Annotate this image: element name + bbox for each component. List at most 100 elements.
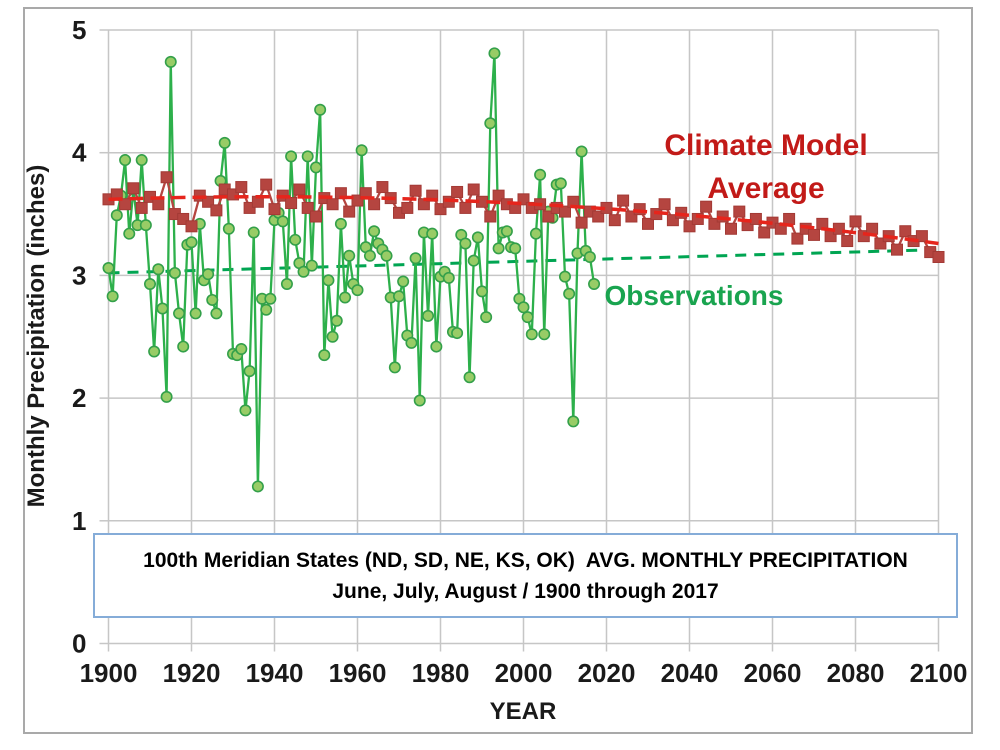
climate-model-series-marker <box>368 198 381 211</box>
climate-model-series-marker <box>932 250 945 263</box>
observations-series-marker <box>309 161 322 174</box>
climate-model-series-marker <box>559 205 571 218</box>
climate-model-series-marker <box>849 215 862 228</box>
observations-series-marker <box>529 227 542 240</box>
observations-series-marker <box>301 150 314 163</box>
climate-model-series-marker <box>642 217 654 230</box>
observations-series-marker <box>471 231 484 244</box>
observations-series-marker <box>276 215 289 228</box>
climate-model-series-marker <box>202 195 215 208</box>
observations-series-marker <box>202 268 215 281</box>
observations-series-marker <box>280 277 293 290</box>
observations-series-marker <box>334 217 347 230</box>
x-tick-label: 1960 <box>329 658 387 688</box>
observations-series-marker <box>405 336 418 349</box>
climate-model-series-marker <box>517 193 530 206</box>
x-tick-label: 2060 <box>744 658 802 688</box>
observations-series-marker <box>567 415 580 428</box>
climate-model-series-marker <box>376 181 389 194</box>
observations-series-marker <box>152 263 165 276</box>
observations-series-marker <box>492 242 505 255</box>
x-tick-label: 2000 <box>495 658 553 688</box>
observations-series-marker <box>318 349 331 362</box>
x-tick-label: 1900 <box>80 658 138 688</box>
observations-series-marker <box>251 480 264 493</box>
climate-model-series-marker <box>658 198 671 211</box>
climate-model-series-marker <box>608 214 621 227</box>
observations-series-marker <box>177 340 190 353</box>
climate-model-series-marker <box>127 182 140 195</box>
climate-model-series-marker <box>733 205 746 218</box>
observations-series-marker <box>326 330 339 343</box>
climate-model-average-label: Climate Model Average <box>664 124 867 210</box>
observations-series-marker <box>247 226 260 239</box>
observations-series-marker <box>484 117 497 130</box>
observations-series-marker <box>160 390 173 403</box>
observations-series-marker <box>260 303 273 316</box>
observations-series-marker <box>106 290 119 303</box>
climate-model-label-line1: Climate Model <box>664 129 868 162</box>
observations-series-marker <box>148 345 161 358</box>
observations-series-marker <box>426 227 439 240</box>
observations-series-marker <box>409 252 422 265</box>
climate-model-series-marker <box>874 237 887 250</box>
observations-series-marker <box>558 270 571 283</box>
climate-model-series-marker <box>235 181 248 194</box>
climate-model-series-marker <box>758 226 771 239</box>
caption-line-1: 100th Meridian States (ND, SD, NE, KS, O… <box>143 548 908 572</box>
climate-model-series-marker <box>185 220 198 233</box>
observations-series-marker <box>168 266 181 279</box>
observations-series-marker <box>388 361 401 374</box>
climate-model-series-marker <box>783 212 796 225</box>
caption-box: 100th Meridian States (ND, SD, NE, KS, O… <box>93 533 958 618</box>
observations-series-marker <box>156 302 169 315</box>
observations-series-marker <box>102 262 115 275</box>
x-axis-title: YEAR <box>489 698 557 725</box>
observations-series-marker <box>206 293 219 306</box>
y-tick-label: 3 <box>72 260 86 290</box>
y-tick-label: 4 <box>72 138 87 168</box>
observations-series-marker <box>413 394 426 407</box>
observations-series-line <box>107 53 596 487</box>
observations-series-marker <box>422 309 435 322</box>
observations-series-marker <box>521 311 534 324</box>
observations-label: Observations <box>604 280 784 311</box>
climate-model-series-marker <box>260 178 273 191</box>
observations-series-marker <box>392 290 405 303</box>
observations-series-marker <box>235 343 248 356</box>
climate-model-series-marker <box>791 232 804 245</box>
observations-series-marker <box>123 227 136 240</box>
climate-model-series-marker <box>484 210 497 223</box>
caption-line-2: June, July, August / 1900 through 2017 <box>332 579 719 603</box>
observations-series-marker <box>525 328 538 341</box>
observations-series-marker <box>185 236 198 249</box>
observations-series-marker <box>297 265 310 278</box>
observations-series-marker <box>264 292 277 305</box>
climate-model-series-marker <box>625 210 638 223</box>
observations-series-marker <box>218 136 231 149</box>
climate-model-series-marker <box>227 188 239 201</box>
climate-model-series-marker <box>725 222 737 235</box>
observations-series-marker <box>538 328 551 341</box>
x-tick-label: 1940 <box>246 658 304 688</box>
climate-model-series-marker <box>666 214 679 227</box>
climate-model-series-marker <box>210 204 223 217</box>
observations-series-marker <box>239 404 252 417</box>
observations-series-marker <box>397 275 410 288</box>
climate-model-series-marker <box>434 203 447 216</box>
climate-model-series-marker <box>268 203 281 216</box>
climate-model-series-marker <box>575 216 588 229</box>
climate-model-series-marker <box>177 212 190 225</box>
observations-series-marker <box>322 274 335 287</box>
climate-model-series-marker <box>351 194 364 207</box>
climate-model-series-marker <box>243 201 256 214</box>
observations-series-marker <box>222 222 235 235</box>
x-tick-label: 1980 <box>412 658 470 688</box>
y-tick-label: 1 <box>72 506 86 536</box>
climate-model-series-marker <box>749 212 762 225</box>
climate-model-series-marker <box>326 198 339 211</box>
y-tick-label: 0 <box>72 629 86 659</box>
observations-series-marker <box>343 249 356 262</box>
observations-series-marker <box>500 225 513 238</box>
